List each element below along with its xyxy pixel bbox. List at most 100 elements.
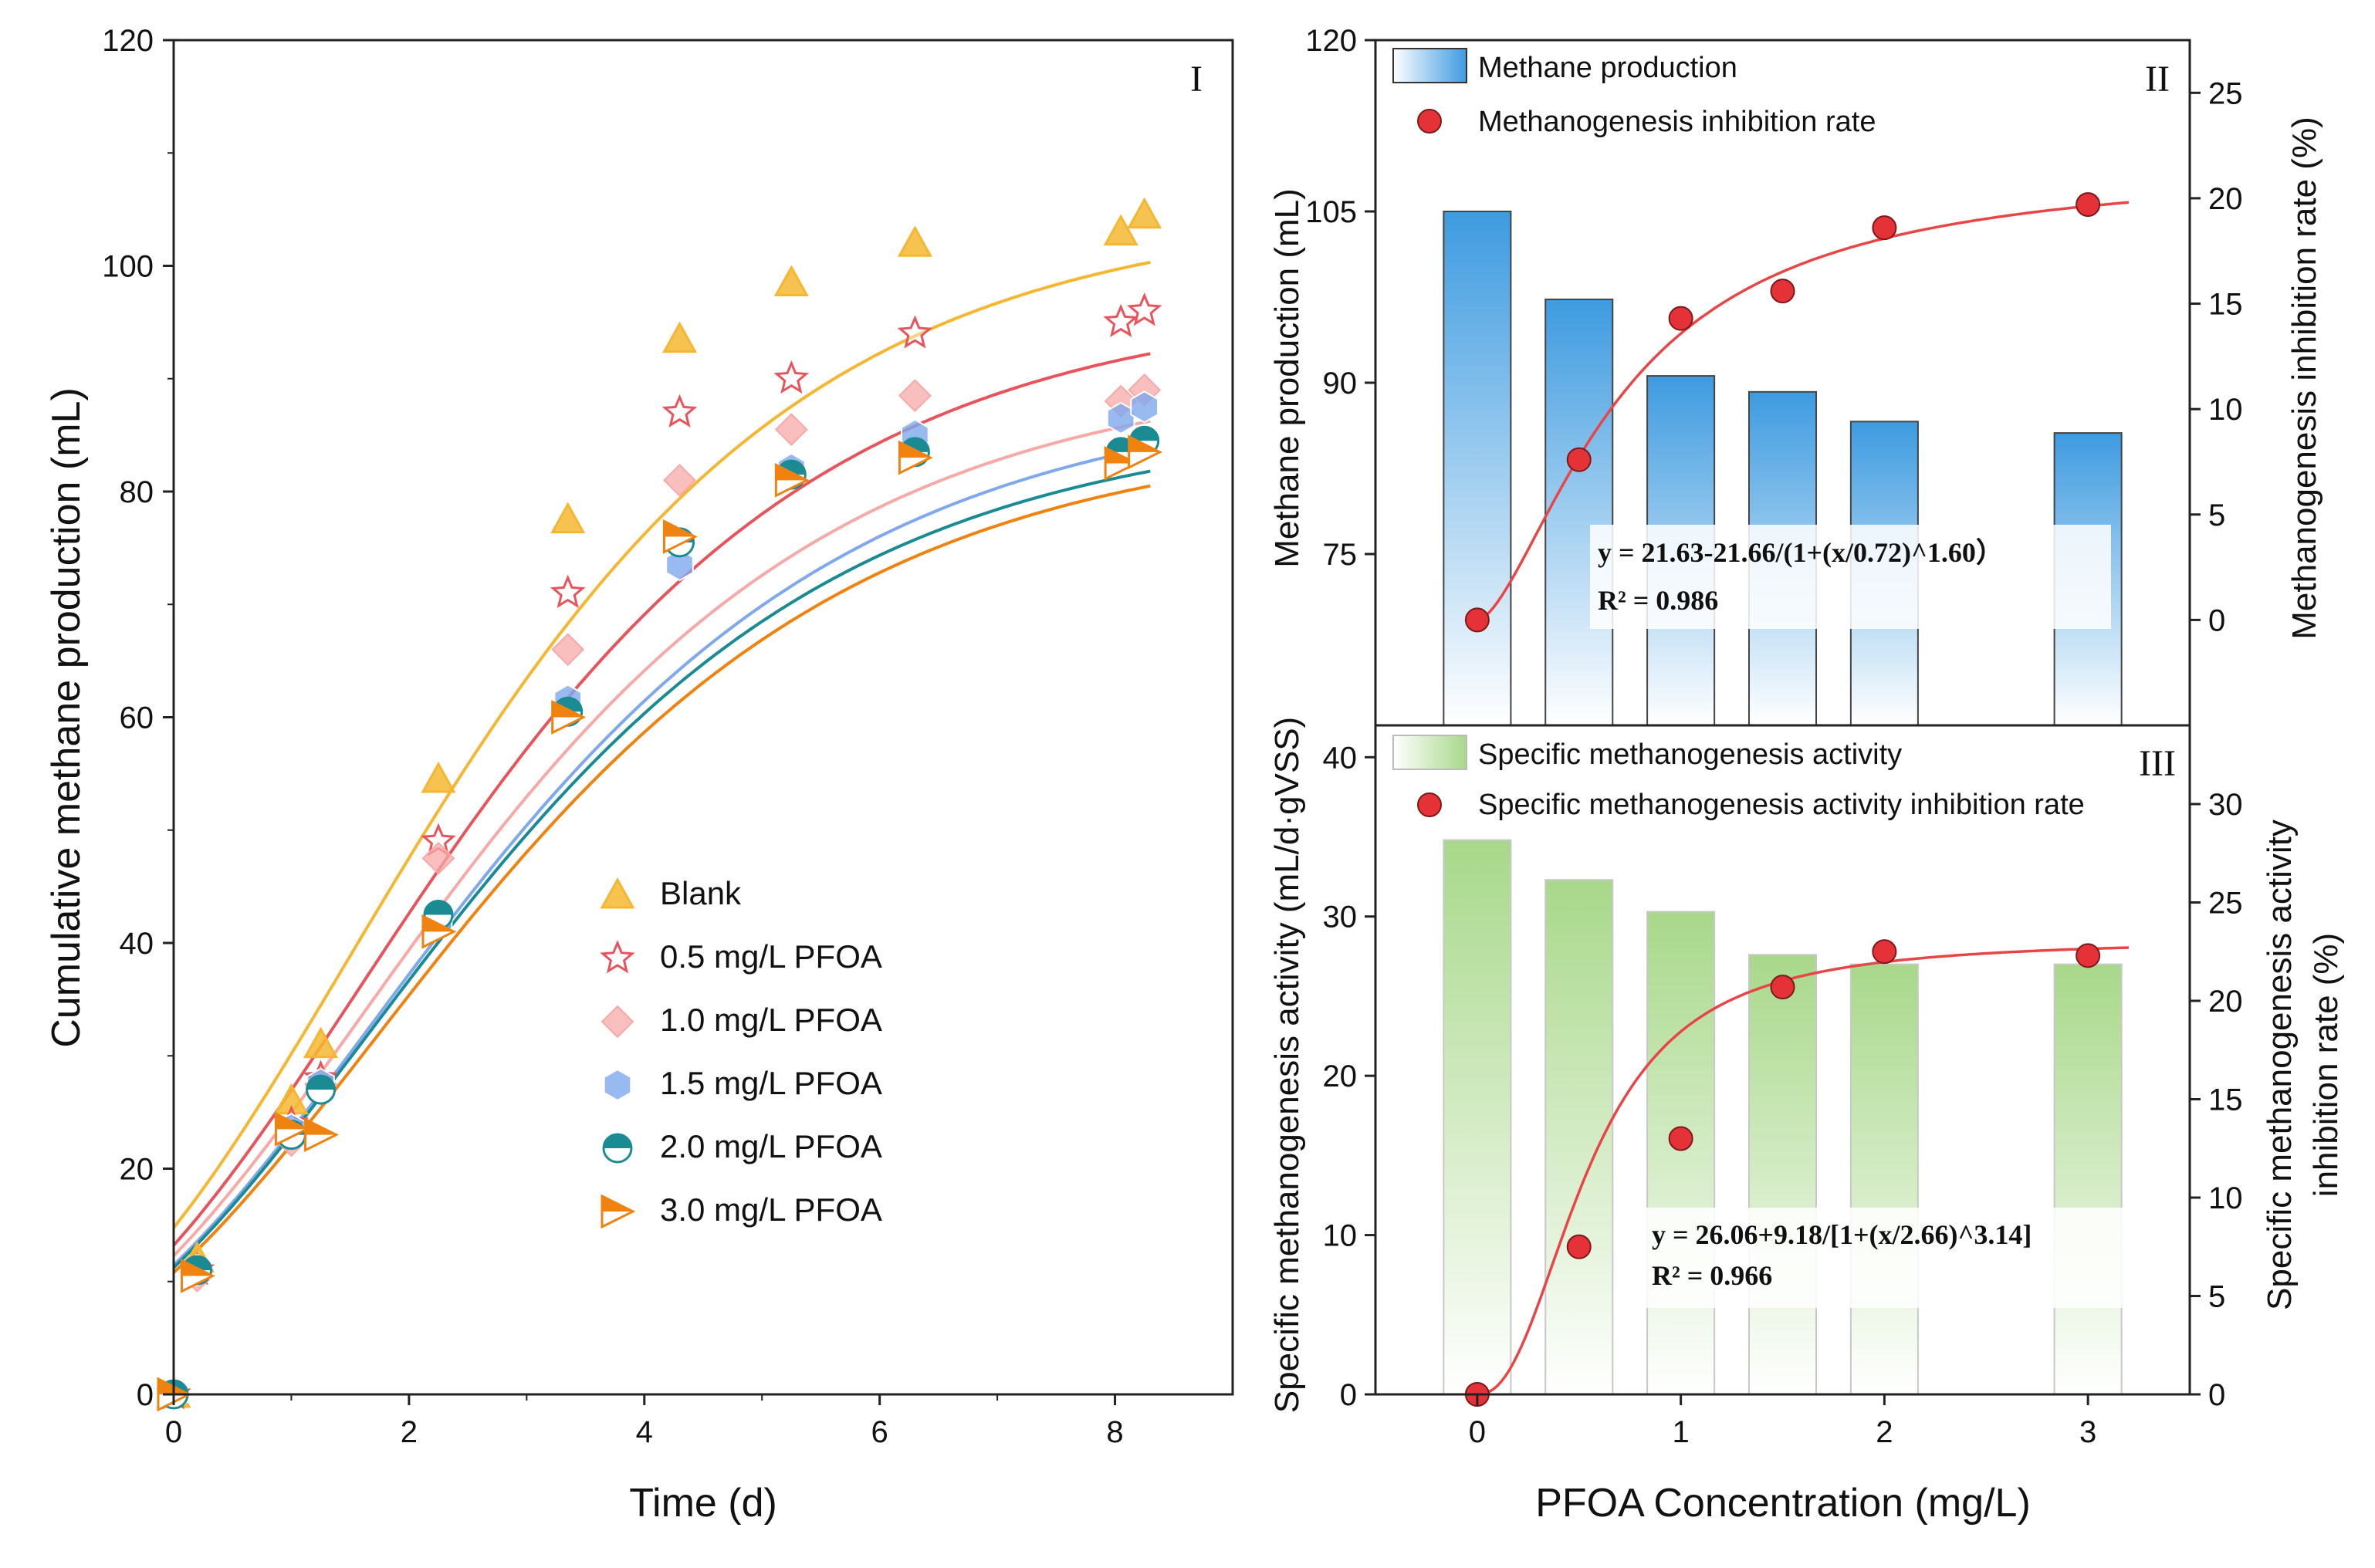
point-p10 bbox=[551, 633, 585, 667]
point-blank bbox=[661, 321, 698, 353]
point-p05 bbox=[773, 360, 810, 394]
point-blank bbox=[421, 761, 456, 793]
fit-curve-iii bbox=[1477, 946, 2129, 1396]
bar-ii bbox=[1544, 298, 1614, 726]
point-p30 bbox=[180, 1259, 215, 1293]
panel-ii-label: II bbox=[2145, 59, 2170, 100]
legend-marker-p30 bbox=[601, 1194, 636, 1229]
legend-label-methane-production: Methane production bbox=[1478, 52, 1737, 84]
legend-label-3-0: 3.0 mg/L PFOA bbox=[660, 1191, 882, 1228]
legend-marker-blank bbox=[600, 877, 635, 909]
point-p30 bbox=[663, 519, 698, 554]
panel-iii-ticks: 0 10 20 30 40 0 5 10 15 20 25 30 0 1 2 3 bbox=[1323, 741, 2243, 1449]
dot-ii bbox=[1566, 447, 1592, 472]
right-y-tick-label: 30 bbox=[2208, 788, 2243, 822]
point-blank-outline bbox=[773, 265, 809, 296]
panel-iii-bars bbox=[1443, 839, 2123, 1396]
panel-i-x-tick-label: 2 bbox=[401, 1415, 418, 1449]
point-blank-fill bbox=[276, 1085, 307, 1113]
bar-iii bbox=[1849, 963, 1919, 1395]
point-p30-fill bbox=[181, 1260, 213, 1276]
point-blank-fill bbox=[899, 228, 931, 256]
dot-iii bbox=[2076, 943, 2101, 968]
point-p30-fill bbox=[423, 916, 454, 932]
point-blank-outline bbox=[550, 502, 586, 534]
panel-i-x-axis-label: Time (d) bbox=[629, 1481, 777, 1526]
point-blank bbox=[1103, 214, 1138, 246]
point-p05 bbox=[1103, 303, 1138, 337]
legend-marker-p15 bbox=[603, 1068, 632, 1102]
point-blank-fill bbox=[664, 323, 695, 352]
panel-i-y-tick-label: 100 bbox=[102, 250, 154, 284]
panel-i-y-tick-label: 80 bbox=[120, 475, 154, 509]
point-p15 bbox=[1130, 390, 1159, 424]
point-blank-fill bbox=[776, 267, 807, 296]
point-p30-fill bbox=[305, 1119, 337, 1135]
panel-i-fit-curves bbox=[172, 260, 1151, 1274]
panel-iii-equation: y = 26.06+9.18/[1+(x/2.66)^3.14] bbox=[1652, 1219, 2032, 1250]
right-y-tick-label: 0 bbox=[2208, 603, 2225, 637]
left-y-tick-label: 90 bbox=[1323, 367, 1358, 400]
panel-i-x-tick-label: 8 bbox=[1106, 1415, 1123, 1449]
bar-iii bbox=[1544, 879, 1614, 1395]
dot-iii bbox=[1872, 939, 1897, 965]
legend-label-1-5: 1.5 mg/L PFOA bbox=[660, 1065, 882, 1101]
panel-i-y-tick-label: 120 bbox=[102, 24, 154, 58]
bar-iii bbox=[1747, 954, 1818, 1396]
panel-i-y-tick-label: 20 bbox=[120, 1153, 154, 1187]
panel-i-y-tick-label: 40 bbox=[120, 927, 154, 961]
point-blank-fill bbox=[305, 1029, 337, 1057]
fit-curve-p05 bbox=[172, 352, 1151, 1247]
dot-iii bbox=[1668, 1126, 1693, 1151]
panel-i-legend-markers bbox=[600, 877, 636, 1229]
point-p15 bbox=[1106, 401, 1135, 435]
point-blank-outline bbox=[897, 225, 932, 257]
point-p30-fill bbox=[1128, 436, 1160, 452]
point-p10 bbox=[421, 841, 455, 875]
panel-iii-inhibition-dots bbox=[1464, 939, 2101, 1407]
x-tick-label: 1 bbox=[1673, 1415, 1690, 1449]
right-y-tick-label: 0 bbox=[2208, 1378, 2225, 1412]
panel-ii-equation-box bbox=[1590, 525, 2111, 629]
panel-ii-fit-curve bbox=[1477, 201, 2130, 622]
right-y-tick-label: 15 bbox=[2208, 288, 2243, 322]
point-p10 bbox=[898, 379, 932, 413]
point-blank-fill bbox=[423, 763, 454, 792]
point-p30-fill bbox=[664, 521, 695, 537]
legend-marker-p30-fill bbox=[602, 1196, 633, 1211]
point-p30 bbox=[421, 914, 457, 949]
point-p20-half bbox=[1130, 427, 1159, 441]
x-tick-label: 0 bbox=[1469, 1415, 1486, 1449]
panel-i-data-points bbox=[156, 197, 1163, 1412]
panel-i-x-tick-label: 6 bbox=[871, 1415, 888, 1449]
legend-marker-blank-fill bbox=[602, 880, 633, 907]
point-p05 bbox=[1126, 292, 1162, 326]
panel-iii-x-axis-label: PFOA Concentration (mg/L) bbox=[1535, 1481, 2031, 1526]
legend-marker-p10 bbox=[601, 1005, 634, 1039]
left-y-tick-label: 20 bbox=[1323, 1059, 1358, 1093]
point-p30-fill bbox=[276, 1113, 307, 1130]
panel-ii-equation: y = 21.63-21.66/(1+(x/0.72)^1.60） bbox=[1598, 537, 2004, 568]
legend-marker-p20-half bbox=[604, 1134, 631, 1148]
point-blank-outline bbox=[1127, 197, 1162, 229]
fit-curve-p15 bbox=[172, 445, 1151, 1266]
panel-i-y-axis-label: Cumulative methane production (mL) bbox=[44, 387, 89, 1048]
bar-iii bbox=[1646, 911, 1716, 1396]
x-tick-label: 2 bbox=[1876, 1415, 1893, 1449]
bar-iii bbox=[2053, 963, 2123, 1395]
panel-i-y-tick-label: 0 bbox=[137, 1378, 154, 1412]
right-y-tick-label: 10 bbox=[2208, 1181, 2243, 1215]
panel-ii-r-squared: R² = 0.986 bbox=[1598, 585, 1718, 616]
point-p20-half bbox=[306, 1076, 335, 1090]
legend-label-0-5: 0.5 mg/L PFOA bbox=[660, 938, 882, 975]
panel-iii-fit-curve bbox=[1477, 946, 2129, 1396]
left-y-tick-label: 120 bbox=[1305, 24, 1357, 58]
point-p20 bbox=[306, 1074, 337, 1105]
panel-i-legend: Blank 0.5 mg/L PFOA 1.0 mg/L PFOA 1.5 mg… bbox=[600, 875, 882, 1229]
fit-curve-p30 bbox=[172, 484, 1151, 1274]
point-p30-fill bbox=[899, 442, 931, 458]
x-tick-label: 3 bbox=[2079, 1415, 2096, 1449]
fit-curve-p20 bbox=[172, 469, 1151, 1269]
